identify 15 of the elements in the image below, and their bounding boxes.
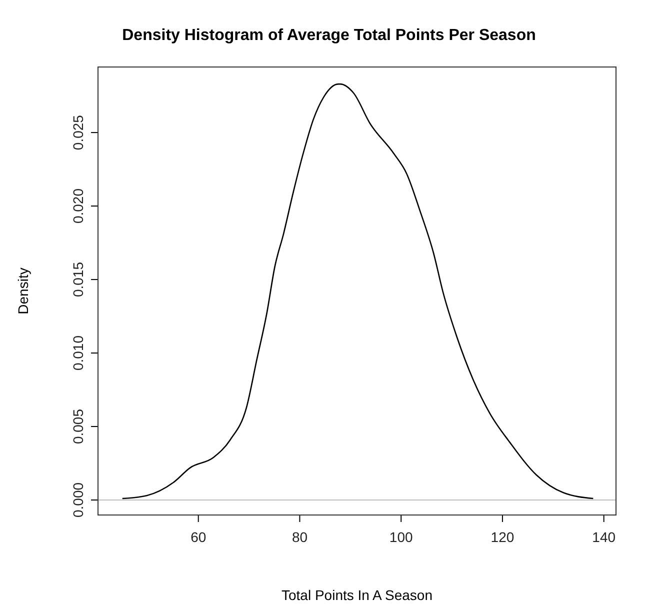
chart-title: Density Histogram of Average Total Points Per Season (122, 27, 536, 44)
y-tick-label: 0.000 (70, 482, 86, 518)
x-tick-label: 60 (190, 528, 206, 545)
y-tick-label: 0.025 (70, 114, 86, 150)
y-tick-label: 0.010 (70, 335, 86, 371)
x-axis-title: Total Points In A Season (282, 587, 432, 603)
y-tick-label: 0.015 (70, 262, 86, 298)
x-tick-label: 140 (592, 528, 616, 545)
line-series (122, 83, 594, 500)
x-tick-label: 100 (389, 528, 413, 545)
y-tick-label: 0.020 (70, 188, 86, 224)
y-tick-label: 0.005 (70, 408, 86, 444)
x-tick-label: 120 (490, 528, 514, 545)
x-tick-label: 80 (292, 528, 308, 545)
y-axis-title: Density (15, 268, 31, 314)
